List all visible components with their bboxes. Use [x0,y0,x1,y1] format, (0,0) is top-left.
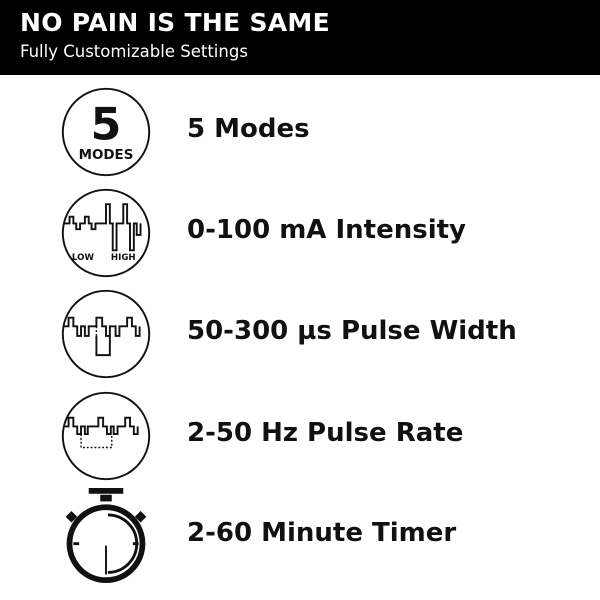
icon-number: 5 [91,100,122,151]
feature-pulse-rate: 2-50 Hz Pulse Rate [0,388,600,484]
icon-low-label: LOW [72,253,95,263]
feature-label: 0-100 mA Intensity [187,215,466,245]
header-banner: NO PAIN IS THE SAME Fully Customizable S… [0,0,600,75]
icon-text: MODES [79,148,134,163]
feature-label: 50-300 µs Pulse Width [187,316,517,346]
icon-high-label: HIGH [111,253,136,263]
feature-modes: 5 MODES 5 Modes [0,84,600,180]
pulse-width-wave-icon [61,289,151,379]
five-modes-icon: 5 MODES [61,87,151,177]
feature-pulse-width: 50-300 µs Pulse Width [0,286,600,382]
page-subtitle: Fully Customizable Settings [20,42,248,61]
feature-label: 5 Modes [187,114,310,144]
feature-label: 2-60 Minute Timer [187,518,457,548]
page-title: NO PAIN IS THE SAME [20,8,330,37]
feature-intensity: LOW HIGH 0-100 mA Intensity [0,185,600,281]
pulse-rate-wave-icon [61,391,151,481]
stopwatch-icon [65,488,147,584]
feature-timer: 2-60 Minute Timer [0,488,600,584]
intensity-wave-icon: LOW HIGH [61,188,151,278]
feature-label: 2-50 Hz Pulse Rate [187,418,464,448]
